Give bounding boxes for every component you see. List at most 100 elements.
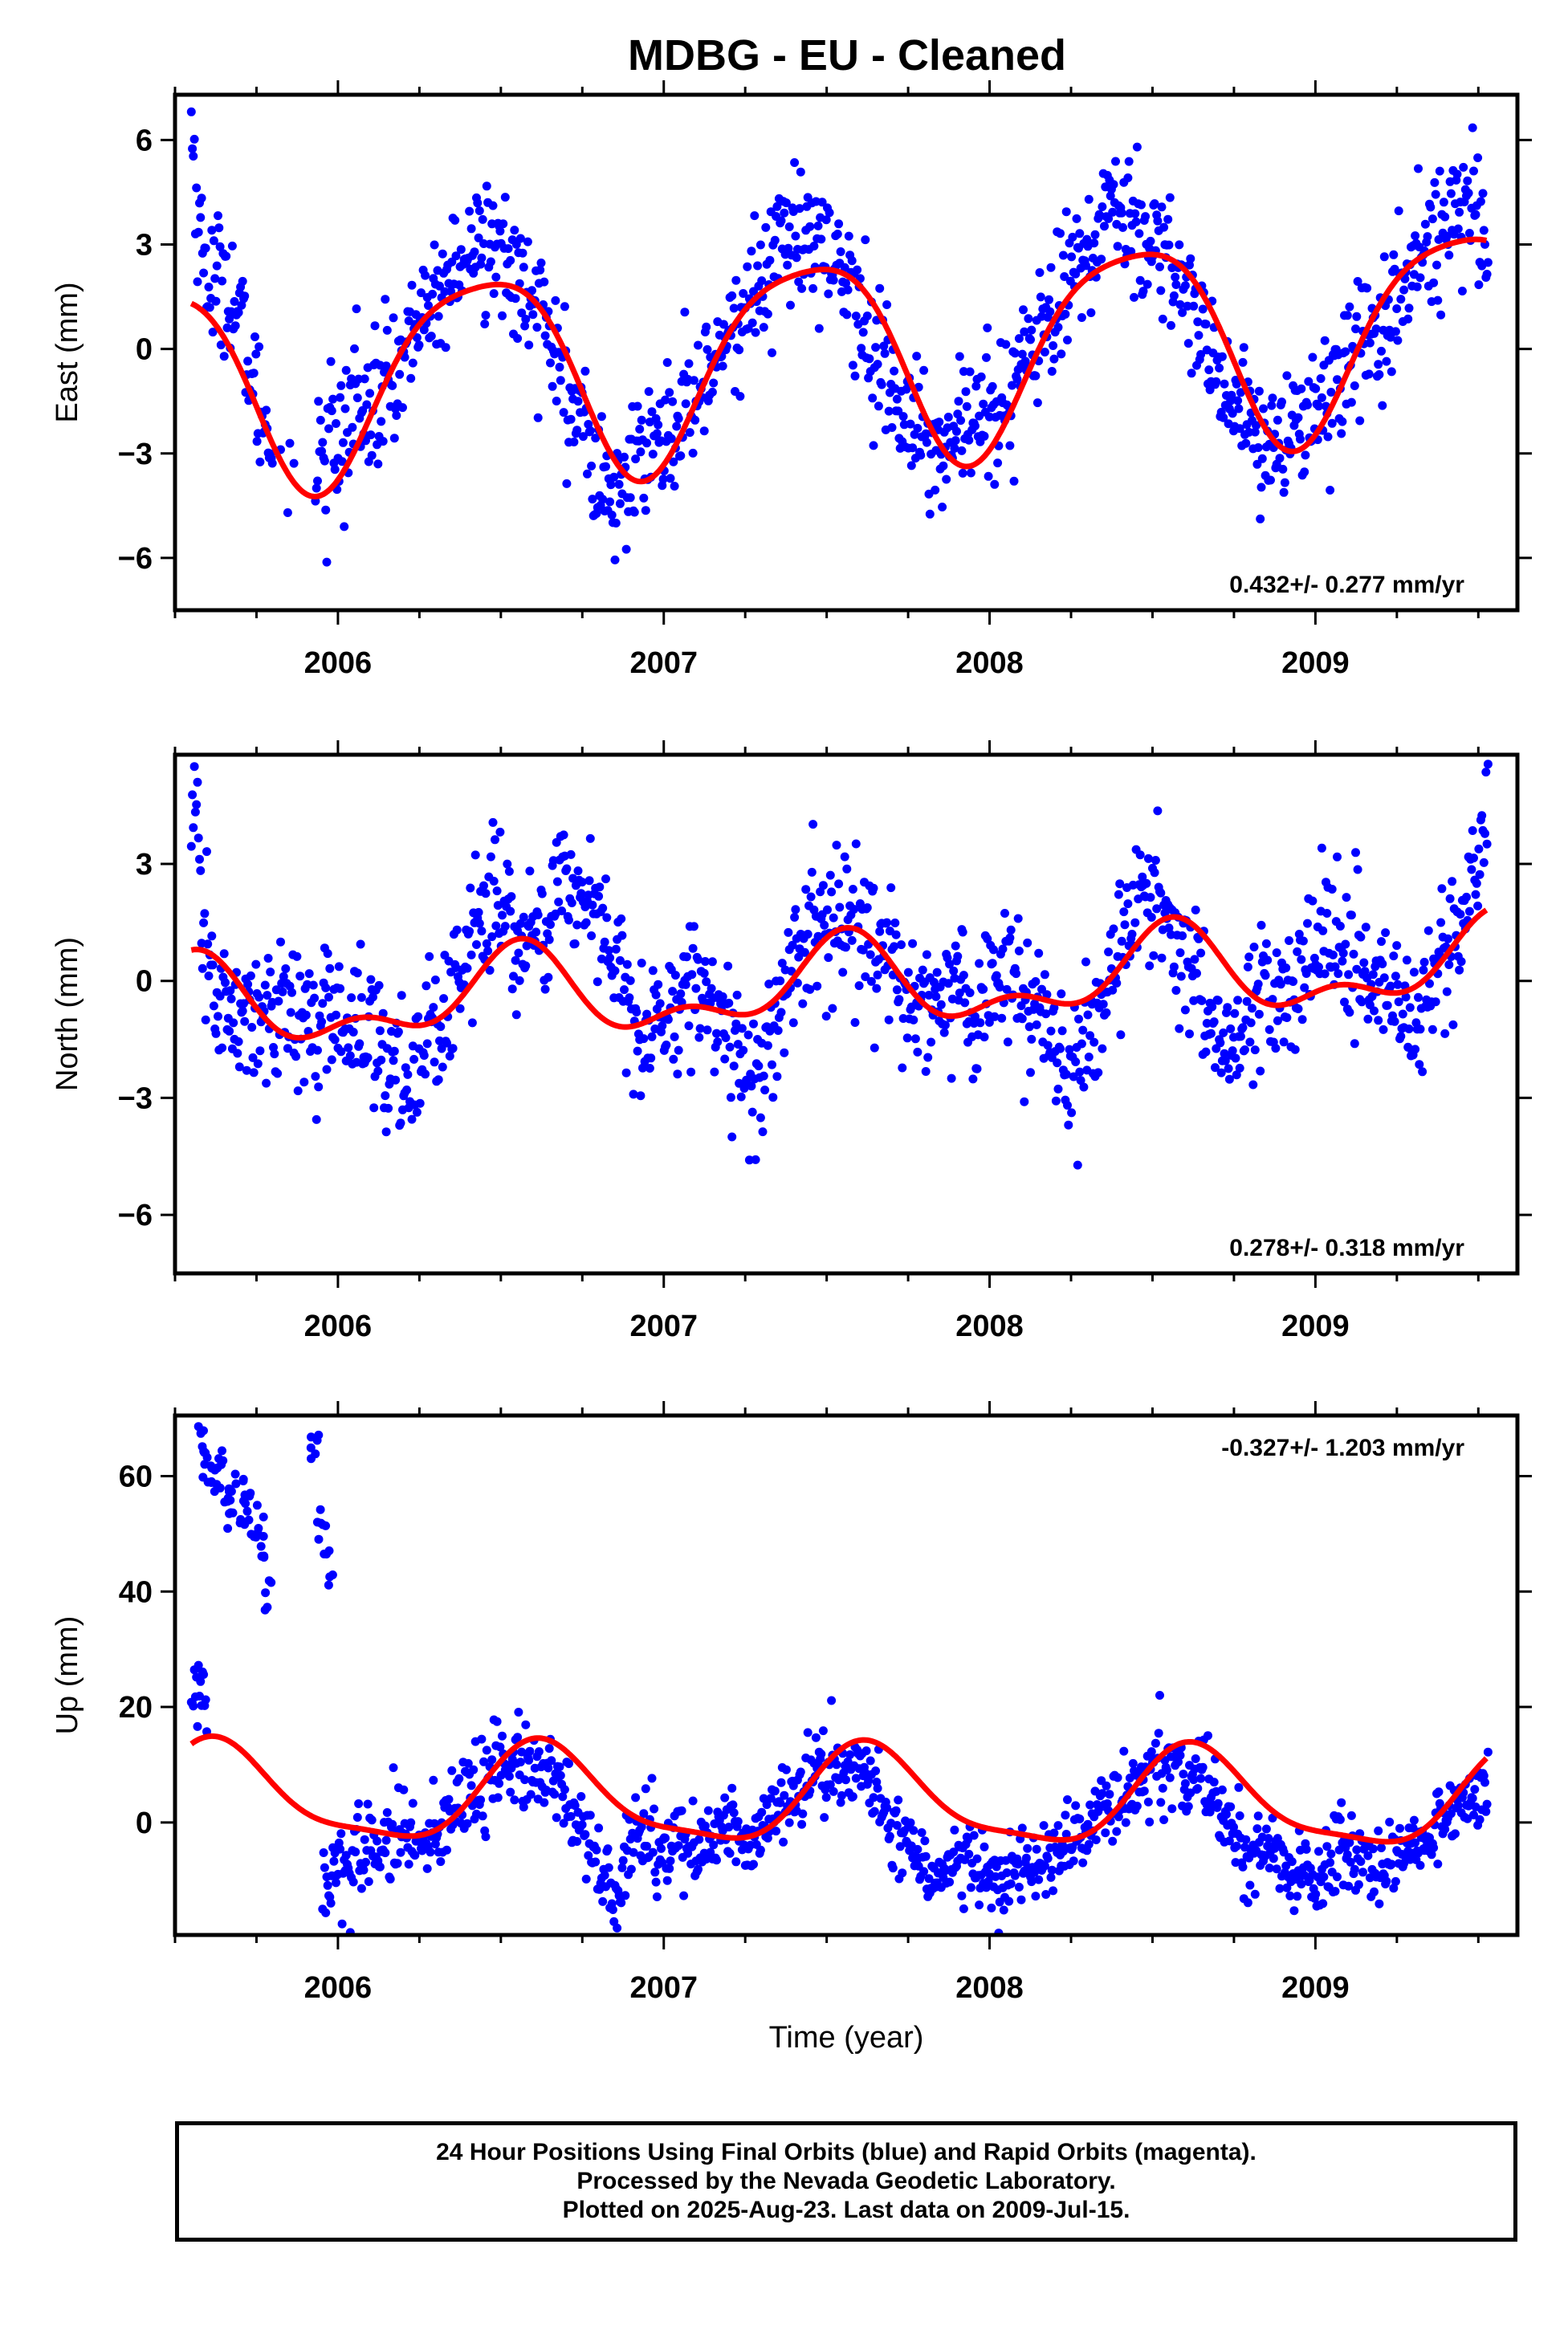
up-data-point (871, 1766, 881, 1776)
east-data-point (219, 352, 229, 361)
east-data-point (488, 201, 498, 210)
east-data-point (1476, 197, 1485, 206)
north-data-point (760, 1086, 770, 1095)
north-y-tick-label: 3 (136, 848, 153, 882)
north-y-tick-label: 0 (136, 965, 153, 999)
east-data-point (1005, 441, 1015, 450)
up-data-point (410, 1851, 420, 1860)
north-data-point (1464, 906, 1474, 916)
up-outlier-point (218, 1446, 226, 1456)
up-data-point (957, 1891, 967, 1900)
up-data-point (969, 1831, 979, 1840)
east-data-point (1446, 189, 1456, 198)
east-data-point (1071, 269, 1081, 279)
up-data-point (323, 1880, 332, 1890)
north-data-point (1216, 1038, 1225, 1048)
up-data-point (1368, 1844, 1378, 1854)
north-data-point (1209, 1017, 1219, 1027)
north-data-point (336, 1047, 346, 1057)
east-data-point (238, 276, 247, 286)
north-data-point (784, 927, 793, 937)
north-data-point (1261, 971, 1270, 980)
north-data-point (1394, 997, 1403, 1007)
up-data-point (1483, 1747, 1493, 1757)
north-data-point (1243, 962, 1252, 972)
east-data-point (681, 399, 690, 409)
east-data-point (1479, 226, 1489, 235)
north-data-point (486, 852, 495, 862)
up-data-point (661, 1833, 670, 1843)
east-data-point (205, 303, 214, 312)
north-data-point (1230, 1008, 1240, 1018)
east-data-point (743, 262, 752, 271)
east-data-point (925, 509, 935, 519)
north-data-point (377, 1055, 386, 1065)
north-data-point (908, 939, 918, 948)
east-data-point (533, 413, 543, 422)
east-data-point (446, 287, 456, 296)
east-data-point (1304, 377, 1313, 386)
east-data-point (1001, 340, 1011, 349)
up-data-point (1049, 1828, 1059, 1838)
north-data-point (968, 1074, 978, 1084)
east-data-point (572, 426, 582, 435)
up-data-point (763, 1833, 772, 1843)
up-x-tick-label: 2008 (955, 1971, 1024, 2005)
east-data-point (1157, 202, 1167, 212)
north-data-point (861, 972, 870, 981)
east-data-point (993, 458, 1003, 468)
up-data-point (1470, 1785, 1480, 1794)
up-data-point (674, 1841, 683, 1851)
up-data-point (1269, 1854, 1278, 1864)
north-data-point (1185, 1029, 1194, 1039)
up-outlier-point (306, 1443, 316, 1452)
east-data-point (842, 310, 852, 320)
east-data-point (1455, 207, 1464, 217)
east-data-point (1346, 397, 1356, 407)
up-rate-annotation: -0.327+/- 1.203 mm/yr (1221, 1435, 1464, 1461)
east-data-point (1403, 314, 1413, 324)
east-data-point (781, 198, 791, 208)
north-data-point (291, 1052, 301, 1061)
east-data-point (814, 324, 824, 333)
north-data-point (913, 1047, 922, 1057)
east-data-point (770, 235, 780, 245)
east-data-point (406, 373, 416, 383)
up-data-point (1264, 1834, 1273, 1843)
east-data-point (1057, 349, 1066, 359)
north-data-point (255, 1046, 265, 1056)
up-data-point (517, 1747, 527, 1757)
north-data-point (1402, 955, 1411, 965)
north-data-point (188, 790, 198, 800)
up-data-point (894, 1795, 903, 1805)
east-data-point (906, 461, 916, 470)
north-data-point (1112, 979, 1122, 988)
up-data-point (1433, 1860, 1443, 1869)
east-data-point (1189, 301, 1199, 311)
east-data-point (312, 483, 321, 493)
up-data-point (1335, 1815, 1345, 1824)
north-data-point (891, 930, 901, 939)
east-data-point (216, 340, 226, 350)
up-data-point (1440, 1824, 1450, 1834)
up-outlier-point (252, 1501, 262, 1510)
north-data-point (713, 1037, 723, 1047)
north-data-point (902, 1033, 912, 1043)
up-data-point (770, 1786, 780, 1796)
east-data-point (898, 412, 908, 422)
north-data-point (1379, 973, 1389, 983)
north-data-point (334, 962, 344, 972)
east-data-point (892, 394, 902, 404)
north-y-axis-label: North (mm) (51, 937, 84, 1091)
east-data-point (251, 349, 261, 359)
north-data-point (995, 983, 1004, 992)
up-outlier-point (264, 1576, 274, 1586)
north-data-point (242, 1065, 251, 1075)
north-data-point (421, 1069, 430, 1079)
north-data-point (540, 984, 550, 994)
north-data-point (1475, 870, 1485, 879)
east-data-point (979, 431, 989, 441)
north-data-point (492, 886, 502, 896)
north-data-point (805, 984, 815, 994)
east-data-point (1296, 434, 1305, 444)
